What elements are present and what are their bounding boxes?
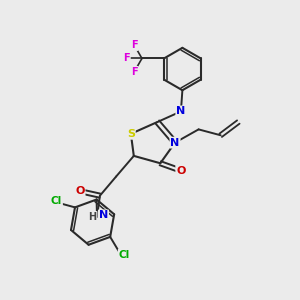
- Text: H: H: [88, 212, 97, 222]
- Text: N: N: [170, 138, 180, 148]
- Text: N: N: [99, 210, 108, 220]
- Text: O: O: [75, 186, 85, 196]
- Text: S: S: [127, 129, 135, 139]
- Text: Cl: Cl: [119, 250, 130, 260]
- Text: F: F: [131, 40, 138, 50]
- Text: F: F: [123, 53, 130, 63]
- Text: O: O: [176, 166, 186, 176]
- Text: F: F: [131, 67, 138, 77]
- Text: N: N: [176, 106, 185, 116]
- Text: Cl: Cl: [51, 196, 62, 206]
